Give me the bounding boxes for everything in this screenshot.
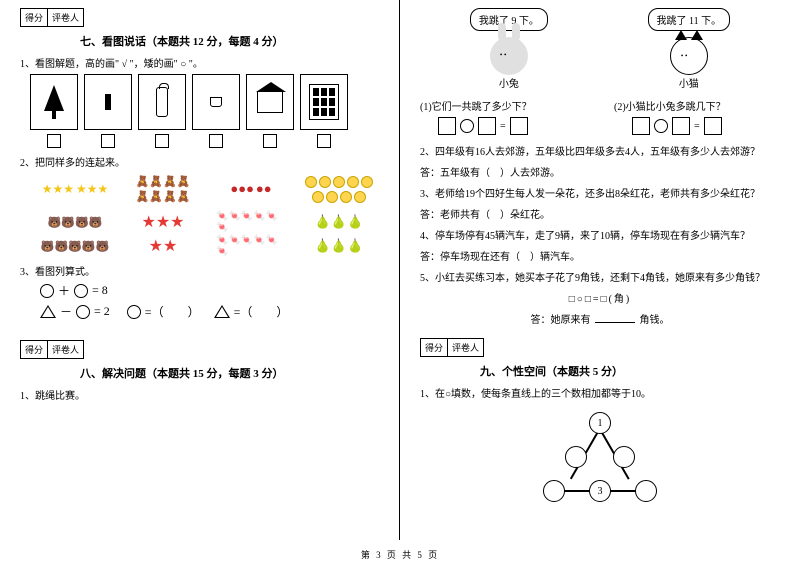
eq-boxes-1[interactable]: =: [438, 117, 586, 135]
q7-3: 3、看图列算式。: [20, 263, 379, 278]
cell-apples: ●●●●●: [216, 175, 286, 203]
node-left-mid[interactable]: [565, 446, 587, 468]
eq1-rhs: = 8: [92, 283, 108, 298]
cat-icon: • •: [670, 37, 708, 75]
node-right-mid[interactable]: [613, 446, 635, 468]
a5-pre: 答：她原来有: [531, 315, 591, 326]
cell-faces: [304, 175, 374, 203]
rabbit-icon: • •: [490, 37, 528, 75]
cell-toys: 🧸🧸🧸🧸🧸🧸🧸🧸: [128, 175, 198, 203]
q2: 2、四年级有16人去郊游，五年级比四年级多去4人，五年级有多少人去郊游？: [420, 143, 780, 158]
rabbit-character: 我跳了 9 下。 • • 小兔: [470, 8, 548, 90]
checkbox[interactable]: [246, 134, 294, 148]
blank-input[interactable]: [595, 312, 635, 323]
section-7-title: 七、看图说话（本题共 12 分，每题 4 分）: [80, 33, 379, 49]
triangle-icon: [40, 305, 56, 318]
grader-label: 评卷人: [448, 339, 483, 356]
cell-stars: ★★★★★★: [40, 175, 110, 203]
match-grid: ★★★★★★ 🧸🧸🧸🧸🧸🧸🧸🧸 ●●●●● 🐻🐻🐻🐻🐻🐻🐻🐻🐻 ★★★★★ 🍬🍬…: [40, 175, 379, 257]
character-row: 我跳了 9 下。 • • 小兔 我跳了 11 下。 • • 小猫: [420, 8, 780, 90]
right-column: 我跳了 9 下。 • • 小兔 我跳了 11 下。 • • 小猫 (1)它们一共…: [400, 0, 800, 540]
checkbox[interactable]: [30, 134, 78, 148]
score-box-8: 得分 评卷人: [20, 340, 84, 359]
left-column: 得分 评卷人 七、看图说话（本题共 12 分，每题 4 分） 1、看图解题，高的…: [0, 0, 400, 540]
a4: 答：停车场现在还有（ ）辆汽车。: [420, 248, 780, 263]
cat-character: 我跳了 11 下。 • • 小猫: [648, 8, 731, 90]
a3: 答：老师共有（ ）朵红花。: [420, 206, 780, 221]
sub-q2: (2)小猫比小兔多跳几下？: [614, 98, 780, 113]
circle-icon: [74, 284, 88, 298]
node-br[interactable]: [635, 480, 657, 502]
pic-sprout: [84, 74, 132, 130]
eq2-rhs: = 2: [94, 304, 110, 319]
score-label: 得分: [421, 339, 448, 356]
page-footer: 第 3 页 共 5 页: [0, 548, 800, 561]
section-9-title: 九、个性空间（本题共 5 分）: [480, 363, 780, 379]
a5: 答：她原来有 角钱。: [420, 311, 780, 326]
pic-thermos: [138, 74, 186, 130]
checkbox[interactable]: [84, 134, 132, 148]
cell-pears: 🍐🍐🍐🍐🍐🍐: [304, 211, 374, 257]
checkbox[interactable]: [300, 134, 348, 148]
score-box-9: 得分 评卷人: [420, 338, 484, 357]
q5: 5、小红去买练习本，她买本子花了9角钱，还剩下4角钱，她原来有多少角钱？: [420, 269, 780, 284]
rabbit-label: 小兔: [470, 75, 548, 90]
score-label: 得分: [21, 341, 48, 358]
section-8-title: 八、解决问题（本题共 15 分，每题 3 分）: [80, 365, 379, 381]
eq-line-2: － = 2 =（ ） =（ ）: [40, 303, 379, 320]
q8-1: 1、跳绳比赛。: [20, 387, 379, 402]
cat-label: 小猫: [648, 75, 731, 90]
sub-questions: (1)它们一共跳了多少下？ = (2)小猫比小兔多跳几下？ =: [420, 98, 780, 137]
q4: 4、停车场停有45辆汽车，走了9辆，来了10辆，停车场现在有多少辆汽车？: [420, 227, 780, 242]
score-box-7: 得分 评卷人: [20, 8, 84, 27]
triangle-diagram: 1 3: [535, 408, 665, 508]
circle-icon: [76, 305, 90, 319]
grader-label: 评卷人: [48, 341, 83, 358]
cell-candy: 🍬🍬🍬🍬🍬🍬🍬🍬🍬🍬🍬🍬: [216, 211, 286, 257]
grader-label: 评卷人: [48, 9, 83, 26]
node-bl[interactable]: [543, 480, 565, 502]
a2: 答：五年级有（ ）人去郊游。: [420, 164, 780, 179]
q9-1: 1、在○填数，使每条直线上的三个数相加都等于10。: [420, 385, 780, 400]
cell-bears: 🐻🐻🐻🐻🐻🐻🐻🐻🐻: [40, 211, 110, 257]
pic-building: [300, 74, 348, 130]
q7-1: 1、看图解题，高的画" √ "，矮的画" ○ "。: [20, 55, 379, 70]
eq5: □○□=□(角): [420, 290, 780, 305]
triangle-icon: [214, 305, 230, 318]
node-top: 1: [589, 412, 611, 434]
q7-2: 2、把同样多的连起来。: [20, 154, 379, 169]
rabbit-bubble: 我跳了 9 下。: [470, 8, 548, 31]
eq-line-1: ＋ = 8: [40, 282, 379, 299]
eq-circ-ans: =（ ）: [145, 303, 200, 320]
checkbox-row: [30, 134, 379, 148]
circle-icon: [127, 305, 141, 319]
cell-redstars: ★★★★★: [128, 211, 198, 257]
eq-boxes-2[interactable]: =: [632, 117, 780, 135]
sub-q1: (1)它们一共跳了多少下？: [420, 98, 586, 113]
a5-suf: 角钱。: [640, 315, 670, 326]
score-label: 得分: [21, 9, 48, 26]
picture-row: [30, 74, 379, 130]
pic-tree: [30, 74, 78, 130]
eq-tri-ans: =（ ）: [234, 303, 289, 320]
node-bm: 3: [589, 480, 611, 502]
cat-bubble: 我跳了 11 下。: [648, 8, 731, 31]
checkbox[interactable]: [192, 134, 240, 148]
pic-house: [246, 74, 294, 130]
circle-icon: [40, 284, 54, 298]
q3: 3、老师给19个四好生每人发一朵花，还多出8朵红花，老师共有多少朵红花？: [420, 185, 780, 200]
pic-cup: [192, 74, 240, 130]
checkbox[interactable]: [138, 134, 186, 148]
